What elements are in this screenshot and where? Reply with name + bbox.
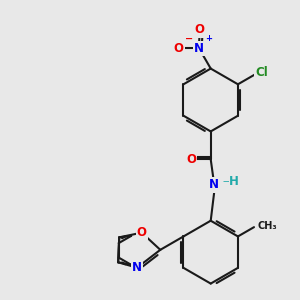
Text: —: — [222, 176, 232, 186]
Text: O: O [174, 42, 184, 55]
Text: Cl: Cl [255, 66, 268, 79]
Text: +: + [205, 34, 212, 43]
Text: N: N [194, 42, 204, 55]
Text: CH₃: CH₃ [258, 221, 277, 231]
Text: −: − [185, 34, 193, 44]
Text: N: N [132, 261, 142, 274]
Text: O: O [137, 226, 147, 239]
Text: O: O [195, 23, 205, 36]
Text: N: N [209, 178, 219, 191]
Text: H: H [229, 175, 239, 188]
Text: O: O [186, 153, 196, 166]
